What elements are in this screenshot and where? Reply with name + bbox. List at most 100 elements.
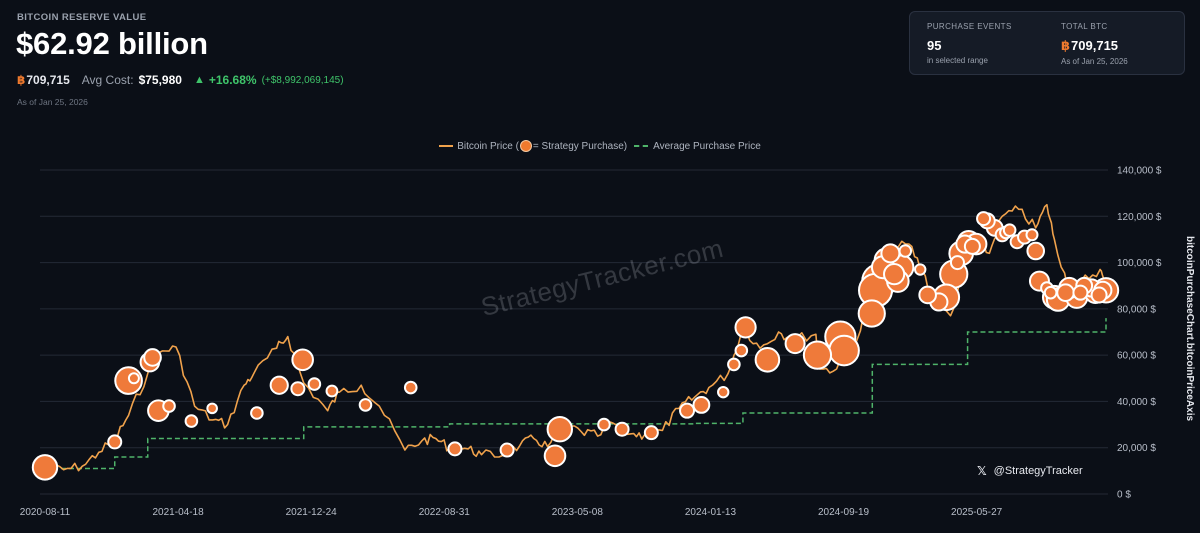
purchase-bubble — [447, 441, 463, 457]
purchase-bubble — [358, 398, 373, 412]
gain-percent: +16.68% — [208, 73, 257, 87]
legend-avg-label: Average Purchase Price — [653, 140, 761, 152]
purchase-bubble — [307, 377, 322, 391]
x-tick-label: 2022-08-31 — [419, 507, 471, 518]
purchase-events-value: 95 — [927, 38, 942, 53]
x-tick-label: 2023-05-08 — [552, 507, 604, 518]
avg-line-swatch-icon — [634, 145, 649, 147]
x-tick-label: 2021-12-24 — [286, 507, 338, 518]
purchase-bubble-swatch-icon — [519, 140, 532, 152]
purchase-bubble — [828, 334, 860, 367]
purchase-bubble — [883, 263, 906, 286]
purchase-bubble — [727, 357, 741, 372]
y-tick-label: 0 $ — [1117, 490, 1131, 501]
chart-legend: Bitcoin Price ( = Strategy Purchase) Ave… — [0, 140, 1200, 152]
purchase-bubble — [949, 255, 965, 271]
avg-purchase-price-line — [45, 318, 1107, 470]
reserve-value: $62.92 billion — [16, 26, 208, 61]
legend-price-label: Bitcoin Price ( — [457, 140, 519, 152]
purchase-bubble — [898, 244, 913, 258]
purchase-bubble — [857, 299, 886, 328]
y-tick-label: 100,000 $ — [1117, 258, 1162, 269]
purchase-bubble — [127, 372, 140, 385]
reserve-value-label: BITCOIN RESERVE VALUE — [17, 12, 147, 23]
purchase-bubble — [1072, 284, 1089, 301]
y-tick-label: 80,000 $ — [1117, 304, 1156, 315]
purchase-bubble — [107, 434, 123, 450]
purchase-bubble — [403, 380, 418, 395]
purchase-bubble — [1056, 283, 1075, 302]
purchase-bubble — [802, 340, 833, 370]
attribution: 𝕏 @StrategyTracker — [977, 464, 1083, 478]
gain-absolute: (+$8,992,069,145) — [261, 74, 344, 86]
bitcoin-symbol-icon: ฿ — [17, 73, 26, 87]
avg-cost-value: $75,980 — [138, 73, 182, 87]
avg-cost-label: Avg Cost: — [81, 73, 134, 87]
purchase-bubble — [184, 414, 199, 428]
y-tick-label: 60,000 $ — [1117, 351, 1156, 362]
x-tick-label: 2025-05-27 — [951, 507, 1003, 518]
purchase-bubble — [250, 406, 264, 420]
purchase-bubble — [31, 454, 59, 481]
purchase-bubble — [734, 343, 749, 358]
purchase-bubble — [679, 402, 696, 419]
purchase-bubble — [597, 417, 611, 432]
purchase-bubble — [692, 396, 711, 414]
summary-card: PURCHASE EVENTS 95 in selected range TOT… — [909, 11, 1185, 75]
purchase-bubble — [880, 243, 901, 264]
purchase-bubble — [543, 444, 567, 468]
purchase-bubble — [976, 211, 992, 227]
purchase-bubble — [643, 425, 659, 441]
as-of-date: As of Jan 25, 2026 — [17, 97, 88, 107]
purchase-bubble — [734, 316, 757, 339]
total-btc-value: 709,715 — [1071, 38, 1119, 53]
purchase-bubble — [1026, 241, 1046, 261]
bitcoin-price-line — [44, 203, 1107, 472]
total-btc-stat: TOTAL BTC ฿709,715 As of Jan 25, 2026 — [1061, 22, 1128, 66]
total-btc-sub: As of Jan 25, 2026 — [1061, 57, 1128, 66]
legend-purchase-label: = Strategy Purchase) — [532, 140, 628, 152]
holdings-stats-row: ฿ 709,715 Avg Cost: $75,980 ▲ +16.68% (+… — [17, 73, 344, 87]
total-btc-value-wrap: ฿709,715 — [1061, 38, 1128, 54]
purchase-bubble — [325, 384, 339, 398]
purchase-bubble — [546, 416, 573, 443]
x-tick-label: 2024-09-19 — [818, 507, 870, 518]
price-line-swatch-icon — [439, 145, 454, 147]
gain-up-arrow-icon: ▲ — [193, 74, 205, 86]
y-tick-label: 40,000 $ — [1117, 397, 1156, 408]
x-logo-icon: 𝕏 — [977, 464, 987, 478]
purchase-bubble — [290, 381, 306, 397]
purchase-bubble — [1002, 223, 1017, 237]
attribution-handle: @StrategyTracker — [993, 465, 1083, 477]
purchase-bubble — [269, 375, 289, 395]
purchase-bubble — [1090, 286, 1108, 304]
purchase-bubble — [499, 442, 515, 458]
y-tick-label: 20,000 $ — [1117, 443, 1156, 454]
price-chart: 0 $ 20,000 $ 40,000 $ 60,000 $ 80,000 $ 100,0… — [20, 166, 1162, 519]
y-tick-label: 140,000 $ — [1117, 166, 1162, 177]
y-tick-label: 120,000 $ — [1117, 212, 1162, 223]
purchase-events-label: PURCHASE EVENTS — [927, 22, 1012, 31]
purchase-bubble — [206, 402, 218, 415]
bitcoin-symbol-icon: ฿ — [1061, 38, 1071, 53]
purchase-events-stat: PURCHASE EVENTS 95 in selected range — [927, 22, 1012, 65]
purchase-bubble — [614, 421, 630, 437]
purchase-bubble — [963, 237, 981, 255]
purchase-bubble — [162, 399, 176, 413]
x-tick-label: 2021-04-18 — [153, 507, 205, 518]
purchase-bubble — [143, 348, 162, 367]
btc-holdings-amount: 709,715 — [26, 73, 70, 87]
purchase-bubble — [1043, 285, 1058, 300]
purchase-bubble — [754, 346, 781, 373]
purchase-bubble — [918, 285, 937, 305]
y-axis-title: bitcoinPurchaseChart.bitcoinPriceAxis — [1184, 236, 1195, 422]
purchase-bubble — [784, 333, 806, 355]
purchase-bubble — [914, 263, 927, 276]
purchase-bubble — [1025, 228, 1039, 242]
purchase-bubble — [291, 348, 314, 372]
purchase-events-sub: in selected range — [927, 56, 988, 65]
purchase-bubble — [717, 385, 730, 399]
x-tick-label: 2020-08-11 — [20, 507, 71, 518]
total-btc-label: TOTAL BTC — [1061, 22, 1108, 31]
x-tick-label: 2024-01-13 — [685, 507, 737, 518]
